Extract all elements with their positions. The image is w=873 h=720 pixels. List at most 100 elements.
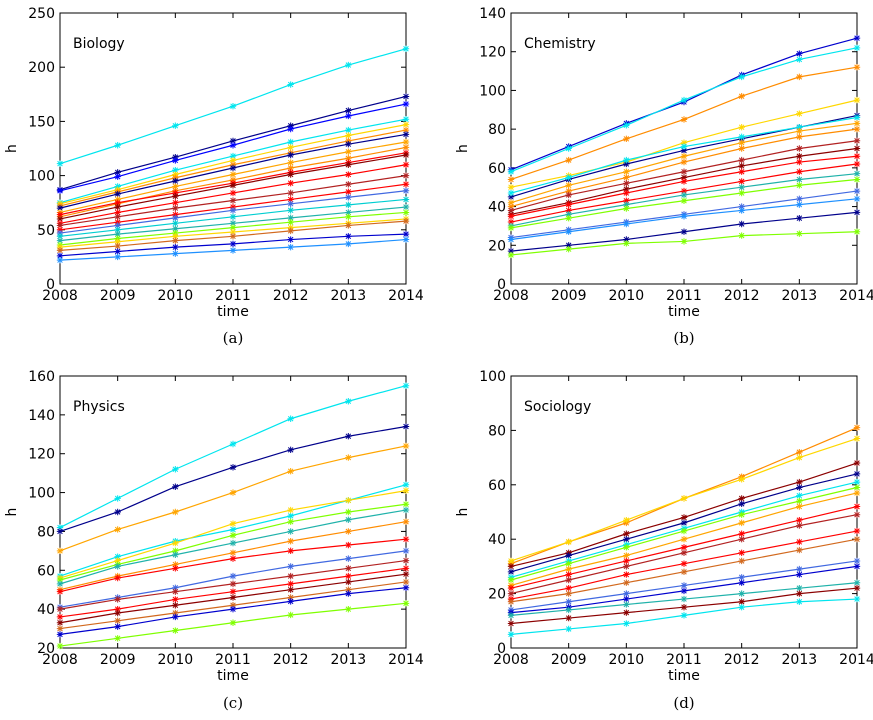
data-point [796,546,803,554]
data-point [565,187,572,195]
series-1 [56,93,410,193]
data-point [345,201,352,209]
data-point [287,446,294,454]
series-4 [56,487,410,582]
data-point [796,56,803,63]
data-point [114,526,121,533]
data-point [345,555,352,562]
data-point [345,572,352,580]
data-point [796,214,803,222]
data-point [796,538,803,546]
series-6 [56,131,410,212]
data-point [853,557,861,565]
panel-title: Physics [73,399,125,415]
data-point [738,511,745,518]
y-tick-label: 140 [28,408,55,424]
data-point [738,156,745,164]
data-point [680,549,688,556]
x-tick-label: 2009 [100,652,136,668]
data-point [796,565,803,573]
data-point [623,579,630,586]
data-point [402,209,410,216]
data-point [114,617,121,624]
data-point [172,243,179,251]
data-point [507,203,515,210]
data-point [565,214,572,222]
data-point [229,203,237,211]
data-point [507,631,515,638]
data-point [287,512,294,520]
data-point [345,578,352,586]
data-point [565,598,572,605]
y-tick-label: 60 [37,563,55,579]
x-tick-label: 2012 [273,288,309,304]
data-point [623,189,630,197]
data-point [172,613,179,621]
x-tick-label: 2008 [493,652,529,668]
data-point [287,580,294,588]
data-point [287,122,294,129]
y-tick-label: 20 [488,238,506,254]
series-10 [507,536,861,605]
x-tick-label: 2011 [215,288,251,304]
data-point [738,530,745,537]
data-point [680,116,688,123]
data-point [345,433,352,440]
data-point [287,243,294,251]
data-point [56,580,64,588]
data-point [507,168,515,175]
series-12 [507,170,861,230]
data-point [738,139,745,146]
data-point [565,191,572,199]
data-point [229,197,237,204]
series-13 [507,176,861,232]
y-tick-label: 40 [488,532,506,548]
data-point [853,536,861,543]
series-6 [507,120,861,206]
data-point [738,145,745,152]
data-point [402,578,410,586]
x-tick-label: 2009 [100,288,136,304]
data-point [172,565,179,572]
data-point [853,459,861,467]
data-point [172,204,179,212]
data-point [402,600,410,607]
data-point [853,489,861,497]
data-point [623,197,630,204]
data-point [229,152,237,160]
data-point [738,93,745,100]
data-point [114,596,121,603]
data-point [287,200,294,207]
data-point [287,164,294,172]
data-point [738,500,745,508]
data-point [507,584,515,592]
data-point [56,243,64,251]
data-point [738,519,745,527]
series-8 [507,137,861,214]
data-point [738,598,745,605]
data-point [853,125,861,133]
data-point [680,197,688,204]
data-point [345,240,352,248]
x-tick-label: 2011 [666,288,702,304]
data-point [229,207,237,214]
y-tick-label: 20 [37,641,55,657]
data-point [172,539,179,547]
data-point [345,107,352,114]
data-point [56,625,64,632]
data-point [287,171,294,178]
data-point [172,192,179,200]
data-point [565,245,572,253]
x-tick-label: 2014 [839,288,873,304]
data-point [172,561,179,568]
data-point [114,213,121,220]
data-point [229,602,237,609]
data-point [56,237,64,244]
data-point [345,222,352,229]
data-point [853,435,861,442]
data-point [853,187,861,195]
data-point [287,138,294,146]
data-point [738,495,745,502]
data-point [680,213,688,220]
